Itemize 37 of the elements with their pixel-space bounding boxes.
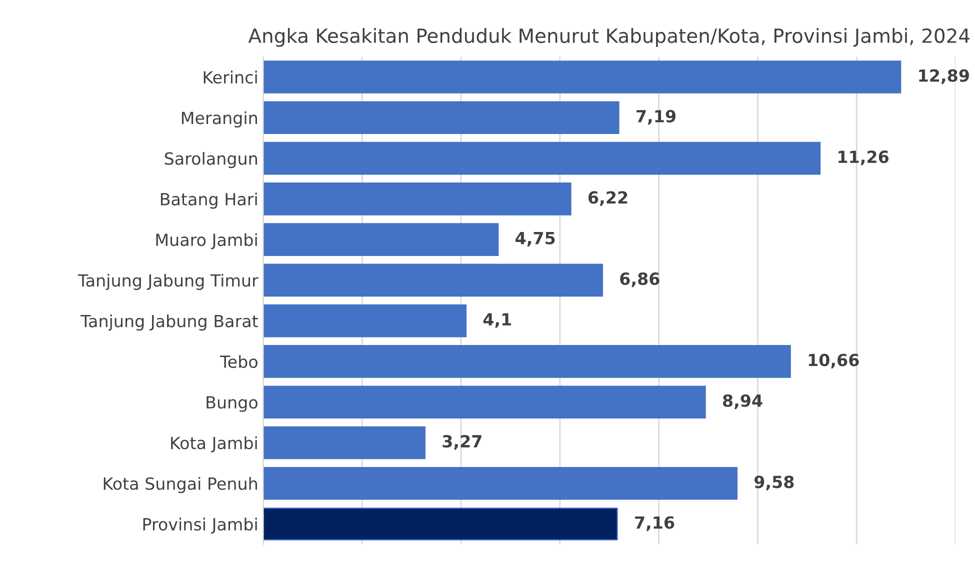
bar (263, 304, 467, 338)
bar (263, 386, 706, 418)
bar (263, 142, 821, 175)
bar (263, 264, 604, 297)
y-tick-label: Batang Hari (160, 192, 257, 209)
y-tick-label: Sarolangun (164, 152, 257, 168)
data-label: 4,75 (516, 232, 555, 247)
data-label: 8,94 (722, 394, 762, 410)
bar (263, 101, 620, 134)
bar (263, 223, 499, 256)
data-label: 3,27 (442, 434, 482, 450)
bar (263, 60, 902, 94)
data-label: 7,19 (636, 110, 676, 125)
data-label: 12,89 (919, 69, 969, 84)
data-label: 9,58 (754, 476, 794, 490)
bar (263, 182, 572, 216)
bar (263, 426, 426, 460)
y-tick-label: Tebo (220, 355, 258, 368)
data-label: 7,16 (635, 516, 674, 531)
y-tick-label: Tanjung Jabung Timur (78, 274, 258, 290)
bar (263, 466, 738, 500)
bar (263, 345, 791, 378)
data-label: 6,86 (620, 272, 660, 288)
y-tick-label: Kerinci (204, 70, 257, 84)
y-tick-label: Kota Sungai Penuh (104, 477, 257, 494)
data-label: 10,66 (808, 354, 859, 368)
y-tick-label: Merangin (182, 111, 257, 128)
data-label: 6,22 (588, 191, 628, 206)
y-tick-label: Kota Jambi (171, 436, 257, 452)
data-label: 11,26 (838, 150, 889, 166)
bar (263, 508, 618, 540)
data-label: 4,1 (483, 313, 512, 328)
y-tick-label: Provinsi Jambi (143, 518, 257, 534)
y-tick-label: Tanjung Jabung Barat (80, 314, 258, 331)
y-tick-label: Bungo (206, 396, 258, 412)
chart-title: Angka Kesakitan Penduduk Menurut Kabupaten/Kota, Provinsi Jambi, 2024 (248, 28, 970, 47)
y-tick-label: Muaro Jambi (156, 233, 257, 250)
